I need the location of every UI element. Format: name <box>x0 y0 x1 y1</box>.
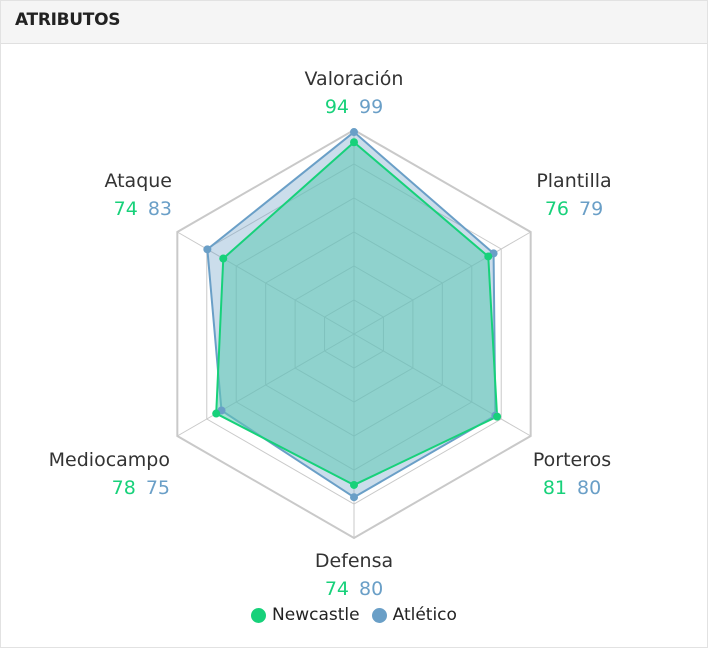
series-area-newcastle[interactable] <box>215 141 499 486</box>
value-atletico: 79 <box>579 198 603 220</box>
value-newcastle: 76 <box>545 198 569 220</box>
radar-labels: Valoración 94 99 Plantilla 76 79 Porteros 81 80 D… <box>49 68 612 600</box>
data-point-atletico[interactable] <box>350 128 358 137</box>
card-header: ATRIBUTOS <box>1 1 707 44</box>
value-atletico: 80 <box>577 477 601 499</box>
legend-dot-atletico <box>371 607 387 623</box>
axis-values: 74 83 <box>114 198 172 220</box>
axis-label: Porteros <box>533 449 611 471</box>
axis-label: Defensa <box>315 550 393 572</box>
value-newcastle: 74 <box>325 578 349 600</box>
data-point-atletico[interactable] <box>350 493 358 502</box>
value-atletico: 99 <box>359 96 383 118</box>
axis-values: 81 80 <box>543 477 601 499</box>
value-atletico: 80 <box>359 578 383 600</box>
axis-label: Mediocampo <box>49 449 170 471</box>
axis-values: 78 75 <box>112 477 170 499</box>
data-point-newcastle[interactable] <box>493 412 502 421</box>
card-title: ATRIBUTOS <box>15 10 121 30</box>
legend-dot-newcastle <box>251 607 267 623</box>
value-atletico: 75 <box>146 477 170 499</box>
data-point-newcastle[interactable] <box>350 480 358 489</box>
value-newcastle: 94 <box>325 96 349 118</box>
axis-values: 76 79 <box>545 198 603 220</box>
axis-values: 74 80 <box>325 578 383 600</box>
value-newcastle: 81 <box>543 477 567 499</box>
legend-item-atletico[interactable]: Atlético <box>371 605 457 625</box>
legend-item-newcastle[interactable]: Newcastle <box>251 605 360 625</box>
data-point-atletico[interactable] <box>203 245 212 254</box>
axis-label: Valoración <box>305 68 404 90</box>
value-newcastle: 74 <box>114 198 138 220</box>
legend-label-newcastle: Newcastle <box>272 605 360 625</box>
axis-label: Plantilla <box>536 170 611 192</box>
data-point-newcastle[interactable] <box>484 252 493 261</box>
radar-chart: Valoración 94 99 Plantilla 76 79 Porteros 81 80 D… <box>49 68 612 600</box>
value-newcastle: 78 <box>112 477 136 499</box>
legend: Newcastle Atlético <box>1 605 707 625</box>
radar-series <box>203 128 502 502</box>
data-point-newcastle[interactable] <box>212 409 221 418</box>
legend-label-atletico: Atlético <box>392 605 457 625</box>
axis-label: Ataque <box>104 170 172 192</box>
data-point-newcastle[interactable] <box>350 138 358 147</box>
data-point-newcastle[interactable] <box>219 254 228 263</box>
value-atletico: 83 <box>148 198 172 220</box>
axis-values: 94 99 <box>325 96 383 118</box>
